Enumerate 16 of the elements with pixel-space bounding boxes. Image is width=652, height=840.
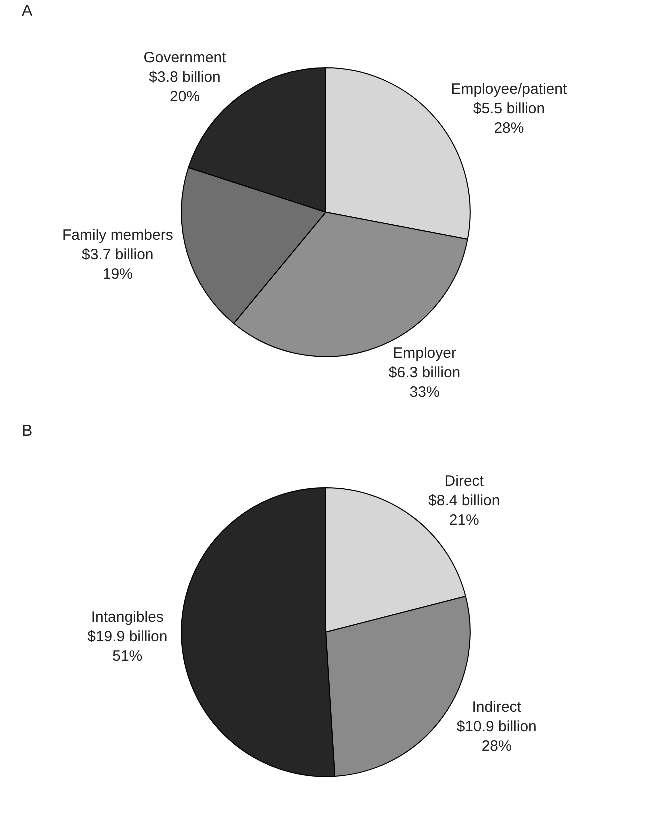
slice-label: Direct [444,472,485,490]
text: B [22,423,33,440]
slice-label: Indirect [472,698,522,716]
slice-label: Employee/patient [451,80,568,98]
data-label: $10.9 billion 28% [456,718,537,755]
data-label: $8.4 billion 21% [428,492,500,529]
slice-label: Intangibles [91,608,164,626]
data-label: $19.9 billion 51% [88,628,168,665]
data-label: $5.5 billion 28% [473,100,546,137]
slice-label: Government [144,49,228,66]
slice-label: Employer [393,345,456,362]
data-label: $3.8 billion 20% [149,68,221,106]
slice-label: Family members [62,226,174,244]
data-label: $6.3 billion 33% [388,364,461,402]
text: A [22,3,33,20]
data-label: $3.7 billion 19% [82,246,154,283]
